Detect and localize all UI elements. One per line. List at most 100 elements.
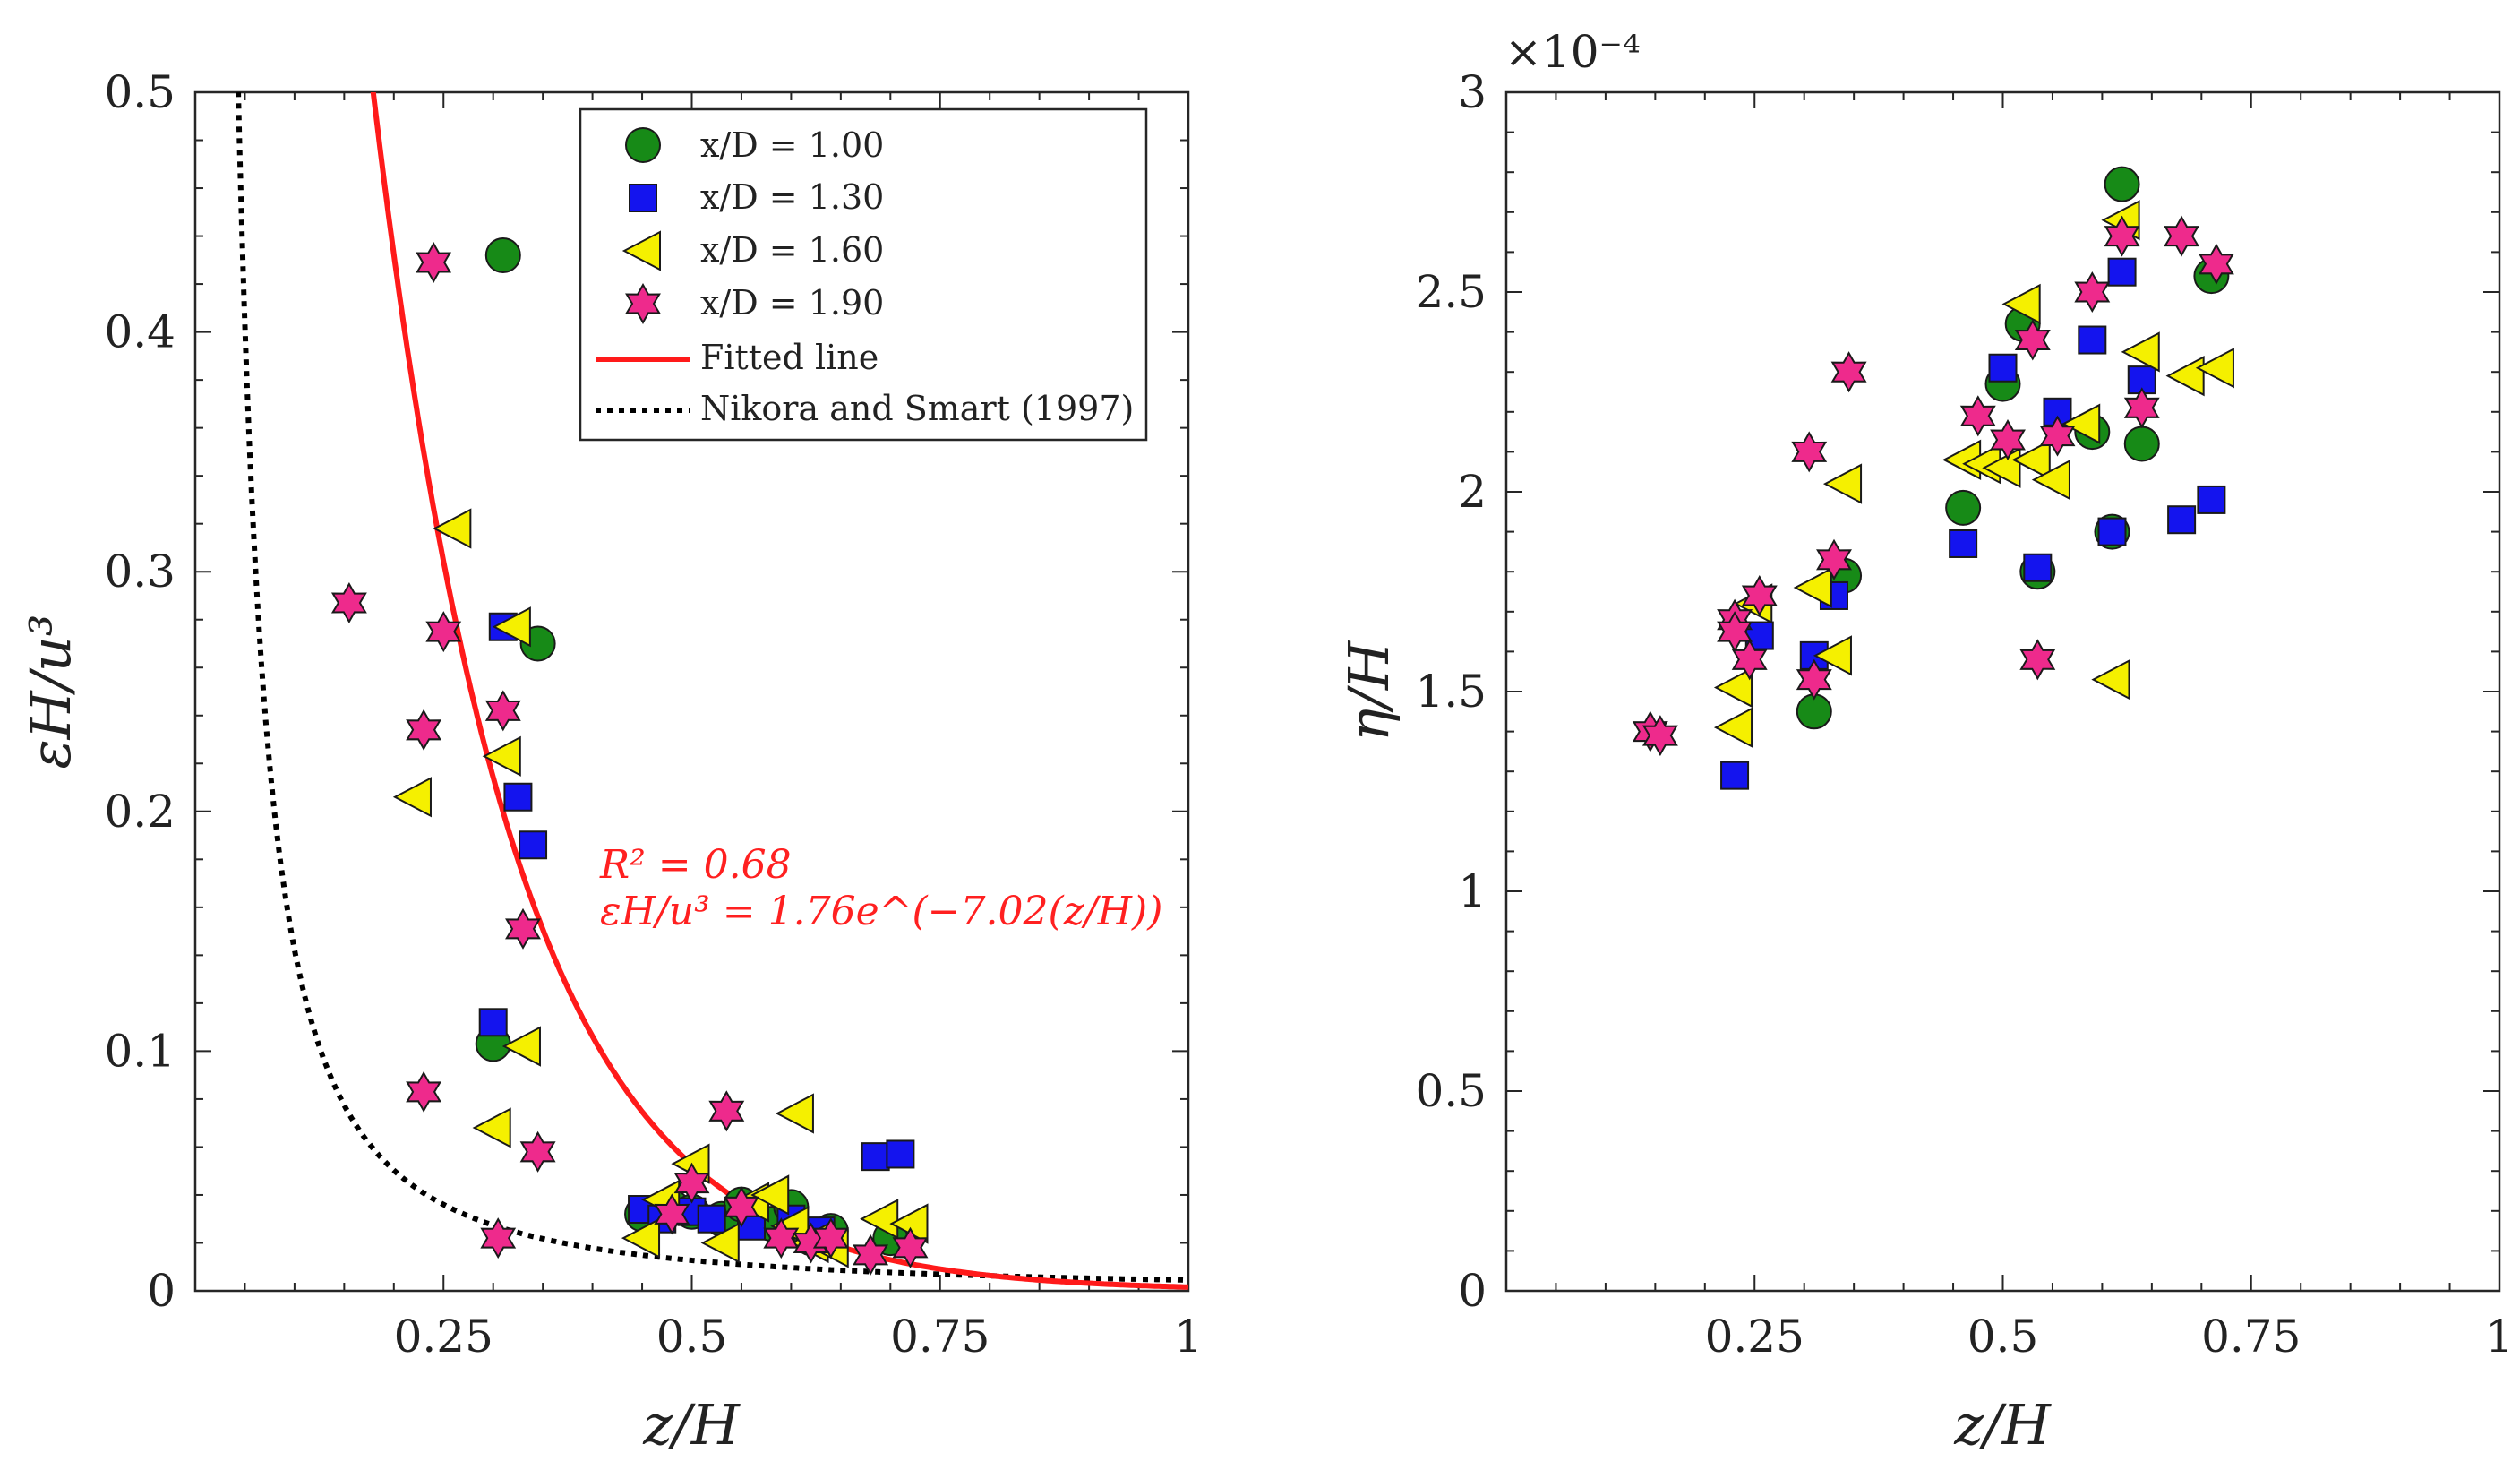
- reference-curve-nikora-smart: [236, 92, 1188, 1283]
- right-point-xd-160: [2091, 658, 2130, 701]
- right-point-xd-130: [2097, 517, 2127, 546]
- equation-annotation: εH/u³ = 1.76e^(−7.02(z/H)): [600, 889, 1162, 934]
- legend-entry-nikora-smart: Nikora and Smart (1997): [700, 389, 1134, 428]
- right-point-xd-190: [1741, 574, 1778, 617]
- left-markers: [330, 236, 929, 1276]
- left-point-xd-190: [425, 611, 462, 653]
- right-point-xd-130: [2197, 485, 2226, 514]
- right-markers: [1632, 166, 2234, 790]
- left-point-xd-160: [750, 1174, 790, 1216]
- right-x-tick-label: 1: [2485, 1311, 2514, 1363]
- right-point-xd-100: [1945, 489, 1982, 526]
- right-x-tick-label: 0.25: [1705, 1311, 1804, 1363]
- right-y-tick-label: 2: [1458, 466, 1487, 518]
- right-point-xd-160: [2031, 459, 2070, 501]
- right-x-axis-label: z/H: [1953, 1392, 2053, 1457]
- left-point-xd-160: [775, 1093, 814, 1134]
- right-x-tick-label: 0.75: [2201, 1311, 2301, 1363]
- right-point-xd-130: [2023, 553, 2053, 582]
- legend-entry-xd-190: x/D = 1.90: [700, 283, 884, 322]
- left-point-xd-160: [501, 1026, 541, 1067]
- left-x-tick-label: 1: [1174, 1311, 1203, 1363]
- legend-symbol-xd-190: [625, 282, 661, 325]
- right-point-xd-160: [1713, 707, 1753, 748]
- legend-symbol-xd-100: [625, 127, 661, 163]
- right-point-xd-130: [2167, 505, 2197, 535]
- right-y-exponent-label: ×10⁻⁴: [1504, 26, 1641, 78]
- left-point-xd-190: [708, 1090, 745, 1132]
- left-point-xd-190: [406, 709, 442, 751]
- right-y-tick-label: 0: [1458, 1265, 1487, 1317]
- right-point-xd-190: [1959, 395, 1996, 437]
- right-point-xd-160: [1713, 666, 1753, 709]
- right-point-xd-160: [2001, 283, 2041, 325]
- right-point-xd-160: [1822, 463, 1863, 504]
- left-panel: 0.25 0.5 0.75 1 0 0.1 0.2 0.3 0.4 0.5 z/H εH/u³ R…: [18, 66, 1203, 1457]
- left-point-xd-160: [482, 735, 521, 777]
- right-point-xd-190: [1796, 658, 1832, 701]
- left-y-axis-label: εH/u³: [18, 614, 83, 769]
- left-point-xd-130: [697, 1204, 726, 1234]
- left-y-tick-label: 0.3: [104, 546, 176, 597]
- left-point-xd-130: [861, 1142, 890, 1172]
- right-point-xd-130: [2107, 257, 2137, 287]
- left-plot-area: [236, 92, 1188, 1290]
- right-point-xd-190: [1791, 431, 1828, 473]
- right-y-tick-label: 1.5: [1415, 666, 1487, 718]
- right-point-xd-190: [1641, 715, 1678, 757]
- left-point-xd-190: [330, 581, 367, 624]
- right-point-xd-160: [2011, 439, 2051, 480]
- right-point-xd-190: [1731, 639, 1768, 681]
- left-point-xd-160: [700, 1222, 740, 1264]
- left-point-xd-130: [503, 782, 533, 812]
- right-point-xd-100: [2104, 166, 2140, 202]
- left-point-xd-160: [860, 1199, 899, 1240]
- right-panel: 0.25 0.5 0.75 1 0 0.5 1 1.5 2 2.5 3 ×10⁻⁴ z/H η/H: [1336, 26, 2514, 1457]
- left-point-xd-130: [478, 1008, 508, 1037]
- right-point-xd-190: [2164, 215, 2200, 257]
- right-y-tick-label: 2.5: [1415, 266, 1487, 318]
- left-point-xd-190: [519, 1130, 556, 1173]
- left-ticks: [195, 91, 1189, 1292]
- legend-entry-xd-130: x/D = 1.30: [700, 177, 884, 217]
- right-point-xd-130: [2078, 325, 2107, 355]
- left-point-xd-130: [519, 830, 548, 860]
- left-point-xd-190: [416, 241, 452, 284]
- left-point-xd-100: [484, 236, 521, 273]
- right-ticks: [1506, 91, 2500, 1292]
- legend-symbol-xd-130: [629, 184, 657, 212]
- right-point-xd-160: [2165, 356, 2205, 397]
- right-y-axis-label: η/H: [1336, 640, 1401, 742]
- right-point-xd-160: [2195, 348, 2234, 389]
- legend-box: [579, 107, 1148, 442]
- left-x-tick-label: 0.25: [394, 1311, 493, 1363]
- right-point-xd-160: [2121, 331, 2160, 373]
- right-x-tick-label: 0.5: [1967, 1311, 2039, 1363]
- left-point-xd-190: [763, 1217, 800, 1259]
- left-point-xd-190: [724, 1186, 759, 1228]
- legend-entry-xd-100: x/D = 1.00: [700, 125, 884, 165]
- left-point-xd-160: [472, 1107, 511, 1148]
- right-point-xd-190: [1990, 418, 2026, 461]
- left-point-xd-160: [392, 777, 432, 818]
- right-point-xd-190: [1830, 351, 1867, 393]
- right-point-xd-160: [1982, 447, 2021, 488]
- left-x-tick-label: 0.5: [656, 1311, 728, 1363]
- left-point-xd-160: [621, 1217, 661, 1259]
- right-point-xd-190: [2014, 319, 2051, 361]
- left-point-xd-160: [492, 606, 531, 648]
- right-plot-frame: [1504, 90, 2501, 1293]
- left-point-xd-190: [654, 1193, 690, 1235]
- left-y-tick-label: 0.4: [104, 306, 176, 358]
- right-y-tick-label: 0.5: [1415, 1065, 1487, 1117]
- right-point-xd-130: [1988, 353, 2018, 383]
- right-point-xd-190: [1816, 538, 1852, 580]
- right-tick-labels: 0.25 0.5 0.75 1 0 0.5 1 1.5 2 2.5 3: [1415, 66, 2513, 1363]
- left-point-xd-190: [673, 1162, 710, 1204]
- r2-annotation: R² = 0.68: [599, 842, 792, 888]
- right-point-xd-160: [1813, 635, 1852, 676]
- right-point-xd-160: [2061, 403, 2101, 444]
- left-tick-labels: 0.25 0.5 0.75 1 0 0.1 0.2 0.3 0.4 0.5: [104, 66, 1202, 1363]
- left-point-xd-190: [484, 690, 521, 732]
